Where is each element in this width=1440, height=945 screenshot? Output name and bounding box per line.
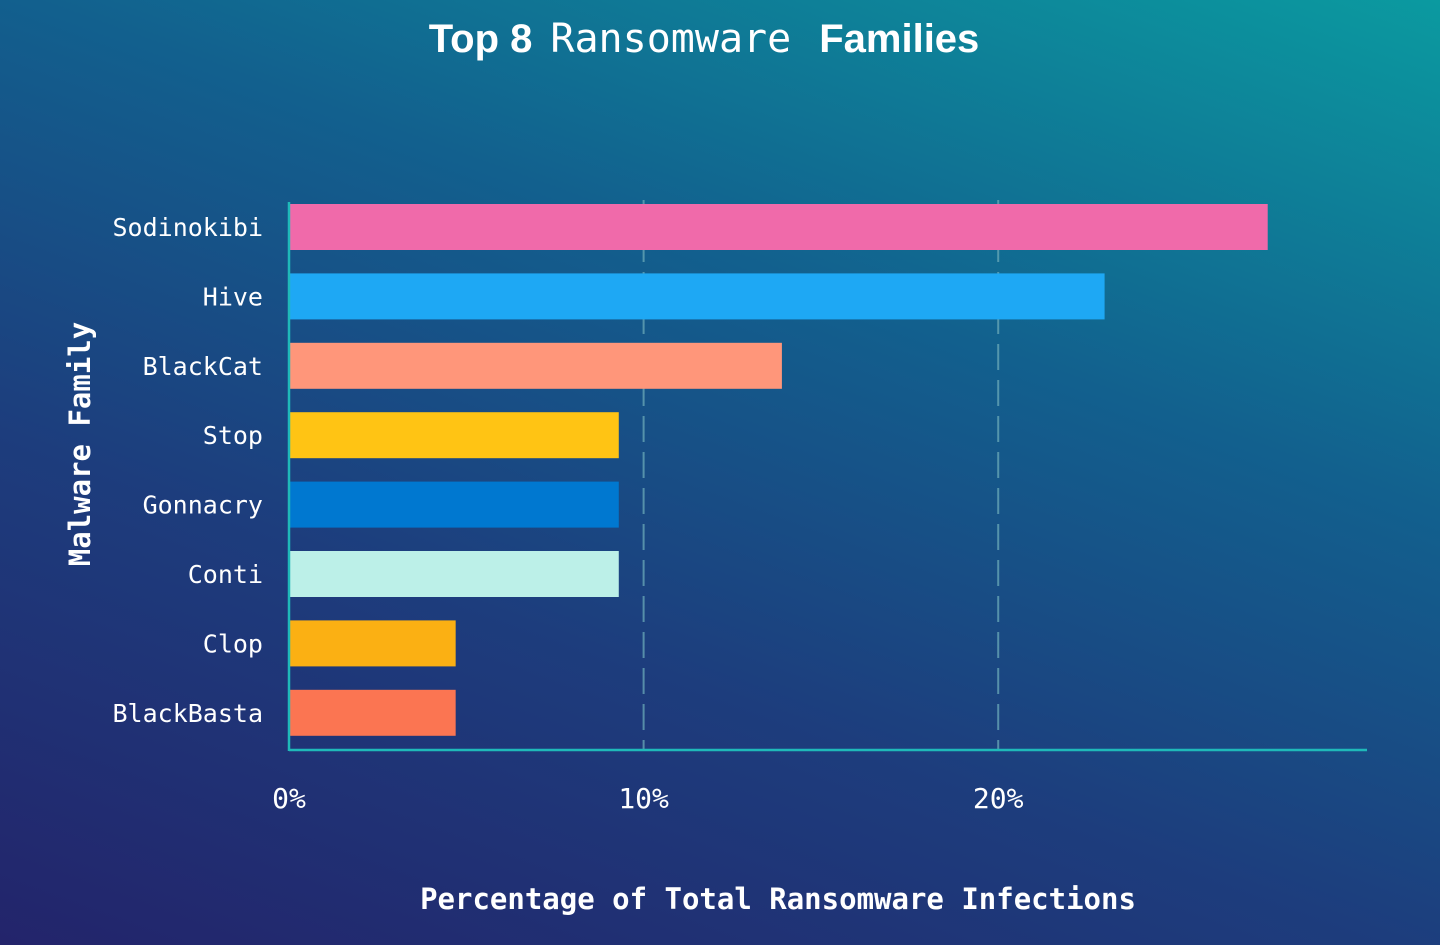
chart-title-part2: Ransomware (550, 16, 791, 62)
category-label-stop: Stop (203, 421, 263, 450)
x-tick-label-2: 20% (973, 782, 1024, 815)
bar-hive (289, 273, 1105, 320)
x-axis-title: Percentage of Total Ransomware Infection… (420, 882, 1136, 916)
category-label-sodinokibi: Sodinokibi (112, 213, 263, 242)
bar-conti (289, 551, 619, 597)
chart-title-part1: Top 8 (429, 17, 533, 61)
category-label-clop: Clop (203, 629, 263, 658)
category-label-gonnacry: Gonnacry (143, 491, 263, 520)
x-tick-label-0: 0% (272, 782, 306, 815)
category-label-conti: Conti (188, 560, 263, 589)
bar-blackcat (289, 342, 782, 389)
y-axis-title: Malware Family (63, 322, 97, 566)
bar-blackbasta (289, 689, 456, 736)
bars (289, 204, 1268, 736)
category-labels: Sodinokibi Hive BlackCat Stop Gonnacry Conti C… (112, 213, 263, 728)
chart-title-part3: Families (819, 17, 979, 61)
bar-clop (289, 620, 456, 667)
category-label-blackbasta: BlackBasta (112, 699, 263, 728)
x-tick-labels: 0% 10% 20% (272, 782, 1023, 815)
category-label-blackcat: BlackCat (143, 352, 263, 381)
bar-gonnacry (289, 481, 619, 528)
bar-stop (289, 412, 619, 459)
bar-sodinokibi (289, 204, 1268, 250)
chart-title: Top 8 Ransomware Families (429, 16, 980, 62)
category-label-hive: Hive (203, 282, 263, 311)
axes (287, 202, 1367, 752)
x-tick-label-1: 10% (618, 782, 669, 815)
